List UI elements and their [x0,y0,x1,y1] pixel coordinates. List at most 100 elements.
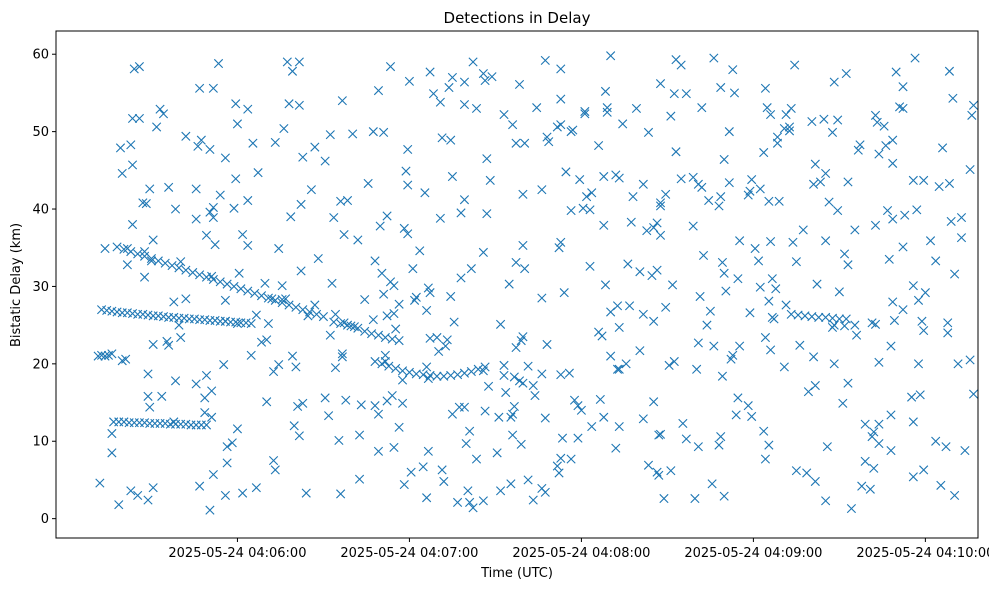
detection-point [585,205,595,215]
detection-point [643,460,654,470]
detection-point [833,115,843,125]
detection-point [576,405,586,415]
detection-point [729,88,740,98]
detection-point [743,401,753,411]
detection-point [779,123,789,134]
detection-point [621,359,631,369]
detection-point [850,320,860,330]
detection-point [717,371,728,381]
detection-point [643,127,654,137]
detection-point [669,356,679,367]
detection-point [888,135,898,145]
detection-point [148,483,158,493]
y-tick-label: 30 [32,280,49,295]
detection-point [201,420,212,430]
detection-point [444,82,454,93]
detection-point [652,218,662,228]
detection-point [812,279,822,289]
detection-point [246,350,256,360]
detection-point [143,495,153,505]
detection-point [191,379,201,389]
detection-point [829,77,839,87]
detection-point [391,363,401,374]
detection-point [380,332,390,343]
detection-point [755,282,765,292]
detection-point [509,372,519,382]
detection-point [721,286,731,296]
detection-point [501,387,511,398]
detection-point [814,312,824,322]
detection-point [891,67,901,77]
detection-point [580,106,590,117]
detection-point [808,179,819,189]
detection-point [465,426,475,436]
detection-point [557,433,568,443]
detection-point [908,472,918,482]
detection-point [370,356,380,367]
detection-point [293,401,303,412]
detection-point [100,351,110,361]
detection-point [330,309,341,319]
detection-point [853,145,863,155]
detection-point [879,121,889,131]
detection-point [200,408,210,418]
detection-point [898,242,908,252]
detection-point [760,454,771,464]
detection-point [263,293,273,303]
detection-point [614,364,624,374]
detection-point [556,237,566,247]
detection-point [167,260,177,271]
detection-point [148,235,158,245]
detection-point [908,281,918,291]
detection-point [614,421,624,432]
detection-point [834,314,844,324]
detection-point [222,442,232,452]
detection-point [354,474,365,484]
detection-point [733,274,743,284]
detection-point [606,51,616,61]
detection-point [941,442,951,452]
detection-point [385,62,396,72]
detection-point [612,364,623,374]
detection-point [702,320,712,330]
detection-point [791,466,801,476]
detection-point [919,325,929,336]
detection-point [855,140,865,150]
detection-point [205,207,215,217]
detection-point [303,311,313,321]
detection-point [201,230,212,240]
detection-point [808,352,819,362]
detection-point [716,82,726,93]
detection-point [107,349,117,359]
detection-point [318,312,329,322]
detection-point [870,319,881,329]
detection-point [518,378,528,388]
detection-point [139,251,150,261]
detection-point [356,400,366,410]
detection-point [581,192,592,202]
detection-point [404,367,415,377]
detection-point [478,366,488,376]
detection-point [403,144,413,155]
detection-point [803,387,814,397]
detection-point [482,209,492,219]
detection-point [511,257,521,268]
detection-point [860,456,870,466]
detection-point [188,267,198,278]
detection-point [638,179,648,189]
detection-point [943,318,953,328]
detection-point [353,235,363,245]
detection-point [967,110,977,120]
detection-point [735,341,745,351]
detection-point [248,138,258,148]
detection-point [485,175,495,185]
detection-point [767,274,777,284]
detection-point [191,184,201,194]
detection-point [635,267,645,277]
detection-point [606,351,616,361]
detection-point [394,422,404,432]
detection-point [409,295,420,305]
detection-point [919,175,929,185]
detection-point [337,349,347,359]
detection-point [360,326,370,336]
